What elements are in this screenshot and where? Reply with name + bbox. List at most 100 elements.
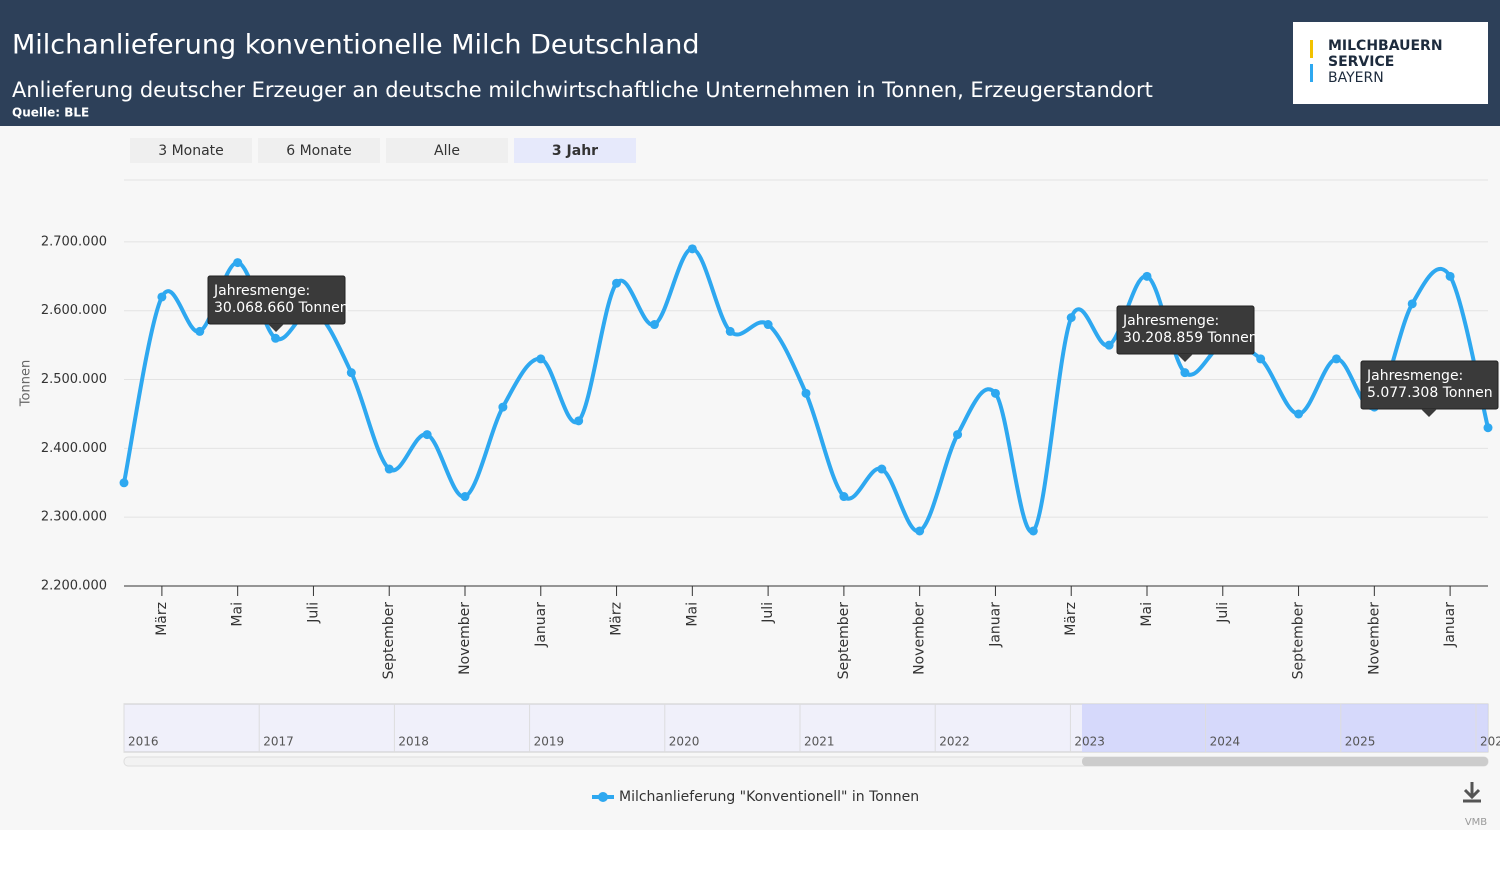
annotation-text: Jahresmenge: — [213, 283, 310, 299]
x-tick-label: Januar — [1442, 602, 1458, 648]
data-point — [536, 354, 546, 364]
x-tick-label: Juli — [760, 602, 776, 624]
legend-symbol — [598, 792, 608, 802]
navigator-label: 2025 — [1345, 735, 1376, 749]
y-tick-label: 2.300.000 — [41, 510, 107, 525]
x-tick-label: Januar — [533, 602, 549, 648]
data-point — [1483, 423, 1493, 433]
navigator-label: 2023 — [1074, 735, 1105, 749]
range-button[interactable] — [258, 138, 380, 163]
header-bg — [0, 0, 1500, 126]
annotation-text: 5.077.308 Tonnen — [1367, 385, 1493, 401]
data-point — [1028, 526, 1038, 536]
x-tick-label: November — [457, 602, 473, 675]
data-point — [612, 278, 622, 288]
navigator-label: 2021 — [804, 735, 835, 749]
x-tick-label: Mai — [684, 602, 700, 627]
logo-text: MILCHBAUERN — [1328, 38, 1443, 54]
data-point — [574, 416, 584, 426]
navigator-label: 2024 — [1210, 735, 1241, 749]
x-tick-label: September — [1291, 602, 1307, 680]
x-tick-label: November — [1366, 602, 1382, 675]
logo-box — [1293, 22, 1488, 104]
data-point — [915, 526, 925, 536]
data-point — [649, 320, 659, 330]
logo-text: BAYERN — [1328, 70, 1384, 86]
data-point — [839, 492, 849, 502]
y-tick-label: 2.700.000 — [41, 234, 107, 249]
logo-bar — [1310, 40, 1313, 58]
data-point — [725, 326, 735, 336]
data-point — [687, 244, 697, 254]
data-point — [271, 333, 281, 343]
range-button[interactable] — [386, 138, 508, 163]
y-tick-label: 2.200.000 — [41, 579, 107, 594]
navigator-selection — [1082, 704, 1488, 752]
data-point — [384, 464, 394, 474]
annotation-text: 30.068.660 Tonnen — [214, 300, 349, 316]
data-point — [195, 326, 205, 336]
x-tick-label: Mai — [1139, 602, 1155, 627]
data-point — [233, 258, 243, 268]
range-button[interactable] — [514, 138, 636, 163]
annotation-text: 30.208.859 Tonnen — [1123, 330, 1258, 346]
data-point — [422, 430, 432, 440]
data-point — [990, 388, 1000, 398]
annotation-text: Jahresmenge: — [1122, 313, 1219, 329]
y-tick-label: 2.600.000 — [41, 303, 107, 318]
annotation-pointer — [268, 324, 284, 332]
navigator-label: 2019 — [534, 735, 565, 749]
y-tick-label: 2.500.000 — [41, 372, 107, 387]
navigator-label: 2018 — [398, 735, 429, 749]
x-tick-label: Juli — [1215, 602, 1231, 624]
annotation-pointer — [1177, 354, 1193, 362]
credit: VMB — [1465, 817, 1487, 828]
data-point — [763, 320, 773, 330]
x-tick-label: November — [912, 602, 928, 675]
data-point — [119, 478, 129, 488]
range-button[interactable] — [130, 138, 252, 163]
y-axis-label: Tonnen — [19, 360, 34, 407]
data-point — [1104, 340, 1114, 350]
data-point — [1445, 271, 1455, 281]
navigator-label: 202 — [1480, 735, 1500, 749]
x-tick-label: Januar — [987, 602, 1003, 648]
logo-text: SERVICE — [1328, 54, 1394, 70]
data-point — [1142, 271, 1152, 281]
data-point — [1256, 354, 1266, 364]
y-tick-label: 2.400.000 — [41, 441, 107, 456]
legend-label[interactable]: Milchanlieferung "Konventionell" in Tonn… — [619, 789, 919, 805]
range-button-label: 3 Jahr — [552, 143, 598, 159]
scrollbar-thumb[interactable] — [1082, 757, 1488, 766]
range-button-label: Alle — [434, 143, 460, 159]
navigator-label: 2022 — [939, 735, 970, 749]
x-tick-label: März — [609, 602, 625, 636]
navigator-label: 2016 — [128, 735, 159, 749]
data-point — [1294, 409, 1304, 419]
annotation-pointer — [1421, 409, 1437, 417]
data-point — [801, 388, 811, 398]
x-tick-label: Mai — [230, 602, 246, 627]
range-button-label: 3 Monate — [158, 143, 224, 159]
data-point — [460, 492, 470, 502]
data-point — [1066, 313, 1076, 323]
navigator-label: 2017 — [263, 735, 294, 749]
x-tick-label: September — [836, 602, 852, 680]
x-tick-label: September — [381, 602, 397, 680]
source: Quelle: BLE — [12, 106, 89, 120]
x-tick-label: Juli — [305, 602, 321, 624]
data-point — [1407, 299, 1417, 309]
logo-bar — [1310, 64, 1313, 82]
download-icon[interactable] — [1463, 782, 1481, 803]
data-point — [498, 402, 508, 412]
data-point — [1331, 354, 1341, 364]
navigator-label: 2020 — [669, 735, 700, 749]
data-point — [953, 430, 963, 440]
data-point — [157, 292, 167, 302]
x-tick-label: März — [154, 602, 170, 636]
range-button-label: 6 Monate — [286, 143, 352, 159]
data-point — [877, 464, 887, 474]
data-point — [346, 368, 356, 378]
title: Milchanlieferung konventionelle Milch De… — [12, 30, 700, 61]
